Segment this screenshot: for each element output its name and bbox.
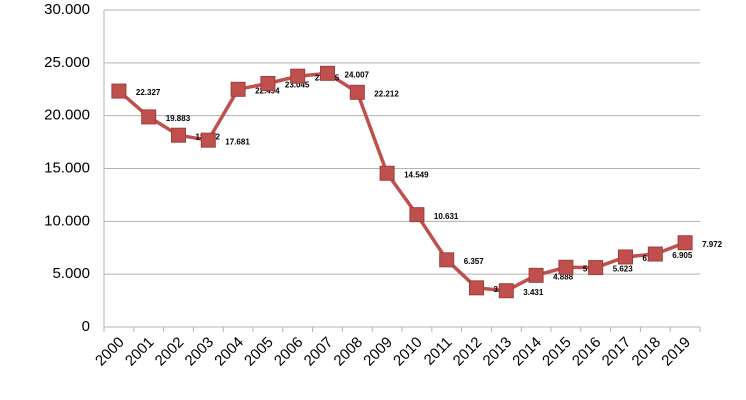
x-tick-label: 2004 (211, 334, 247, 370)
marker (677, 235, 693, 251)
data-label: 17.681 (225, 137, 250, 146)
marker (618, 249, 633, 265)
y-tick-label: 0 (82, 318, 90, 335)
y-tick-label: 15.000 (44, 159, 90, 176)
x-tick-label: 2002 (152, 334, 188, 370)
x-tick-label: 2011 (421, 334, 456, 369)
x-tick-label: 2010 (390, 334, 426, 370)
y-tick-label: 30.000 (44, 1, 90, 18)
data-label: 23.045 (285, 81, 310, 90)
marker (111, 83, 127, 99)
x-tick-label: 2000 (92, 334, 128, 370)
marker (439, 252, 455, 268)
x-tick-label: 2003 (182, 334, 218, 370)
x-tick-label: 2018 (629, 334, 665, 370)
marker (379, 165, 395, 181)
x-tick-label: 2016 (569, 334, 605, 370)
marker (230, 81, 246, 97)
y-tick-label: 5.000 (52, 265, 90, 282)
data-label: 14.549 (404, 170, 429, 179)
x-tick-label: 2013 (480, 334, 516, 370)
marker (528, 267, 544, 283)
x-tick-label: 2017 (599, 334, 635, 370)
marker (260, 75, 276, 91)
data-label: 22.212 (374, 89, 399, 98)
data-label: 19.883 (166, 114, 191, 123)
data-label: 22.327 (136, 88, 161, 97)
data-label: 7.972 (702, 240, 723, 249)
x-tick-label: 2015 (539, 334, 575, 370)
x-tick-label: 2009 (360, 334, 396, 370)
marker (409, 207, 425, 223)
marker (558, 259, 574, 275)
marker (498, 283, 514, 299)
marker (469, 280, 484, 296)
data-label: 4.888 (553, 272, 574, 281)
x-tick-label: 2019 (658, 334, 694, 370)
x-tick-label: 2008 (331, 334, 367, 370)
x-tick-label: 2007 (301, 334, 337, 370)
y-tick-label: 25.000 (44, 54, 90, 71)
y-tick-label: 10.000 (44, 212, 90, 229)
data-label: 6.905 (672, 251, 693, 260)
marker (349, 84, 365, 100)
x-tick-label: 2006 (271, 334, 307, 370)
x-tick-label: 2014 (509, 334, 545, 370)
marker (171, 127, 186, 143)
marker (320, 65, 335, 81)
marker (200, 132, 216, 148)
data-label: 24.007 (345, 70, 370, 79)
data-label: 3.431 (523, 288, 544, 297)
marker (647, 246, 663, 262)
x-tick-label: 2005 (241, 334, 277, 370)
marker (290, 68, 306, 84)
marker (588, 260, 604, 276)
x-tick-label: 2001 (122, 334, 158, 370)
series-line (117, 71, 686, 293)
data-label: 5.623 (613, 265, 634, 274)
data-label: 6.357 (464, 257, 485, 266)
x-tick-label: 2012 (450, 334, 486, 370)
data-label: 10.631 (434, 212, 459, 221)
marker (141, 109, 157, 125)
y-tick-label: 20.000 (44, 107, 90, 124)
